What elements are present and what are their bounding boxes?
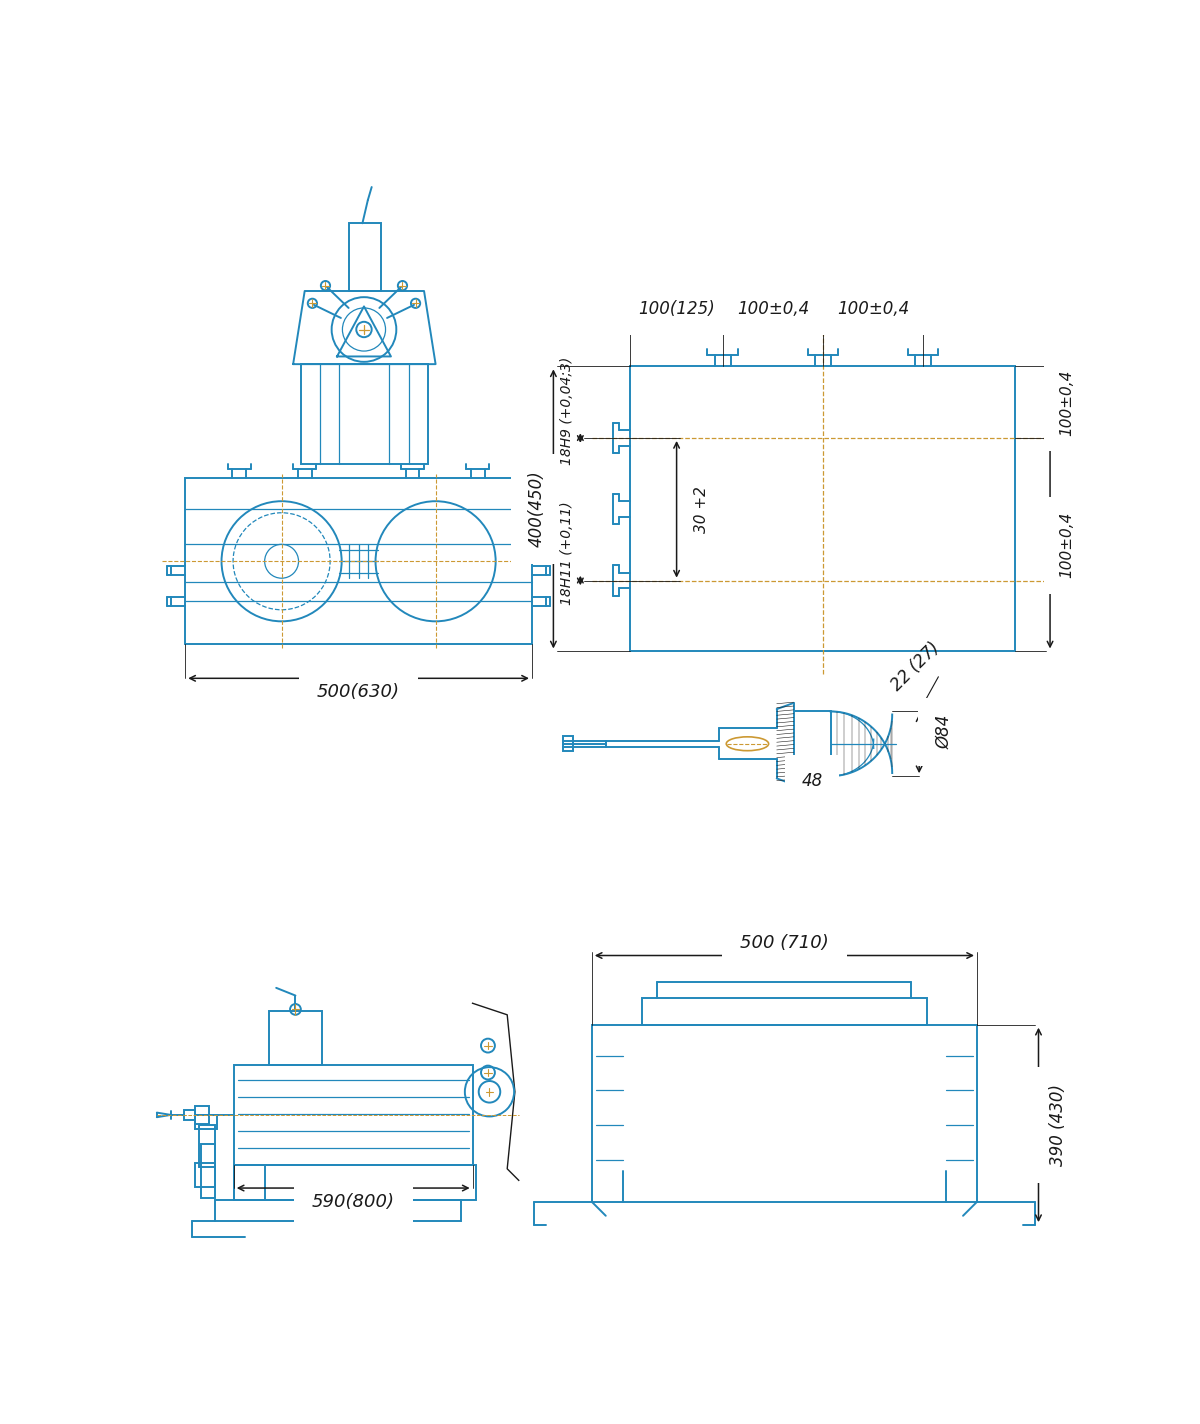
Text: 500(630): 500(630) bbox=[317, 684, 400, 701]
Text: 400(450): 400(450) bbox=[528, 470, 546, 547]
Bar bbox=[592, 1025, 977, 1202]
Text: 100±0,4: 100±0,4 bbox=[1060, 369, 1074, 436]
Text: 18H9 (+0,04;3): 18H9 (+0,04;3) bbox=[560, 357, 574, 466]
Text: 48: 48 bbox=[802, 772, 823, 790]
Bar bbox=[348, 224, 380, 290]
Bar bbox=[196, 1163, 215, 1186]
Bar bbox=[199, 1125, 215, 1168]
Text: Ø84: Ø84 bbox=[935, 715, 953, 749]
Text: 18H11 (+0,11): 18H11 (+0,11) bbox=[560, 501, 574, 605]
Text: 100(125): 100(125) bbox=[638, 300, 715, 319]
Bar bbox=[196, 1115, 217, 1129]
Text: 590(800): 590(800) bbox=[312, 1193, 395, 1210]
Text: 100±0,4: 100±0,4 bbox=[1060, 511, 1074, 578]
Text: 500 (710): 500 (710) bbox=[740, 934, 829, 953]
Bar bbox=[185, 478, 532, 644]
Bar bbox=[234, 1165, 265, 1199]
Text: 30 +2: 30 +2 bbox=[694, 486, 709, 533]
Bar bbox=[234, 1165, 476, 1199]
Bar bbox=[215, 1199, 461, 1222]
Bar bbox=[234, 1065, 473, 1165]
Bar bbox=[642, 998, 926, 1025]
Bar bbox=[200, 1143, 215, 1198]
Bar bbox=[269, 1011, 323, 1065]
Text: 100±0,4: 100±0,4 bbox=[836, 300, 910, 319]
Bar bbox=[184, 1109, 196, 1121]
Bar bbox=[301, 365, 428, 464]
Bar bbox=[196, 1105, 209, 1124]
Bar bbox=[564, 736, 572, 752]
Bar bbox=[630, 366, 1015, 651]
Text: 390 (430): 390 (430) bbox=[1049, 1084, 1067, 1166]
Text: 100±0,4: 100±0,4 bbox=[737, 300, 809, 319]
Text: 22 (27): 22 (27) bbox=[888, 639, 943, 695]
